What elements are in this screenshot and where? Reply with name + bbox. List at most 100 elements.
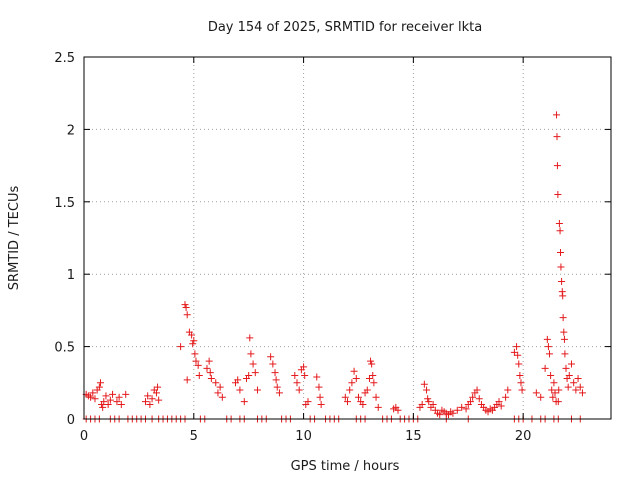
data-point: [154, 383, 162, 391]
data-point: [449, 409, 457, 417]
data-point: [191, 350, 199, 358]
data-point: [267, 353, 275, 361]
data-point: [183, 376, 191, 384]
data-point: [458, 403, 466, 411]
data-point: [344, 398, 351, 406]
data-point: [348, 379, 356, 387]
data-point: [418, 401, 426, 409]
data-point: [556, 227, 564, 235]
data-point: [574, 374, 582, 382]
y-tick-label: 1: [67, 268, 75, 283]
data-point: [236, 386, 244, 394]
data-point: [559, 292, 567, 300]
data-point: [313, 373, 321, 381]
data-point: [513, 343, 521, 351]
data-point: [205, 357, 213, 365]
data-point: [547, 372, 555, 380]
data-point: [365, 374, 373, 382]
data-point: [544, 343, 552, 351]
data-point: [144, 392, 152, 400]
data-point: [315, 383, 323, 391]
data-point: [206, 369, 214, 377]
data-point: [218, 393, 226, 401]
data-point: [316, 393, 324, 401]
data-point: [293, 379, 301, 387]
data-point: [247, 350, 255, 358]
y-tick-label: 0.5: [54, 341, 75, 356]
data-point: [475, 395, 483, 403]
data-point: [423, 386, 431, 394]
data-point: [576, 383, 584, 391]
data-point: [195, 372, 203, 380]
data-point: [300, 363, 308, 371]
data-point: [549, 393, 557, 401]
data-point: [453, 406, 461, 414]
data-point: [369, 372, 377, 380]
data-point: [117, 401, 125, 409]
data-point: [372, 393, 380, 401]
data-point: [269, 360, 277, 368]
data-point: [100, 398, 108, 406]
data-point: [502, 393, 510, 401]
data-point: [553, 111, 561, 119]
data-point: [548, 386, 556, 394]
data-point: [466, 398, 474, 406]
data-point: [148, 395, 156, 403]
data-point: [272, 376, 280, 384]
data-point: [212, 379, 220, 387]
data-points: [82, 111, 586, 423]
data-point: [275, 389, 283, 397]
data-point: [553, 162, 561, 170]
data-point: [203, 364, 211, 372]
data-point: [89, 389, 97, 397]
data-point: [253, 386, 261, 394]
data-point: [106, 396, 114, 404]
data-point: [155, 396, 163, 404]
data-point: [543, 335, 551, 343]
y-tick-label: 1.5: [54, 196, 75, 211]
data-point: [518, 386, 526, 394]
data-point: [188, 331, 196, 339]
y-axis-label: SRMTID / TECUs: [7, 186, 22, 291]
data-point: [554, 398, 562, 406]
data-point: [181, 301, 189, 309]
x-tick-label: 5: [190, 429, 198, 444]
data-point: [553, 133, 561, 141]
data-point: [109, 390, 117, 398]
data-point: [115, 393, 123, 401]
data-point: [234, 376, 242, 384]
data-point: [216, 383, 224, 391]
data-point: [469, 393, 477, 401]
data-point: [367, 357, 375, 365]
data-point: [146, 401, 154, 409]
data-point: [517, 379, 525, 387]
data-point: [359, 401, 367, 409]
data-point: [354, 393, 362, 401]
data-point: [192, 357, 200, 365]
data-point: [557, 263, 565, 271]
y-tick-label: 2.5: [54, 51, 75, 66]
data-point: [95, 383, 103, 391]
data-point: [567, 360, 575, 368]
data-point: [462, 405, 470, 413]
data-point: [122, 390, 130, 398]
data-point: [301, 372, 309, 380]
x-tick-label: 15: [405, 429, 422, 444]
data-point: [104, 401, 112, 409]
data-point: [565, 372, 573, 380]
data-point: [537, 393, 545, 401]
x-tick-label: 0: [80, 429, 88, 444]
data-point: [515, 360, 523, 368]
data-point: [341, 393, 349, 401]
data-point: [504, 386, 512, 394]
data-point: [194, 361, 202, 369]
data-point: [96, 379, 104, 387]
data-point: [559, 314, 567, 322]
data-point: [560, 335, 568, 343]
data-point: [249, 360, 257, 368]
data-point: [541, 364, 549, 372]
data-point: [554, 191, 562, 199]
data-point: [295, 386, 303, 394]
data-point: [495, 398, 503, 406]
